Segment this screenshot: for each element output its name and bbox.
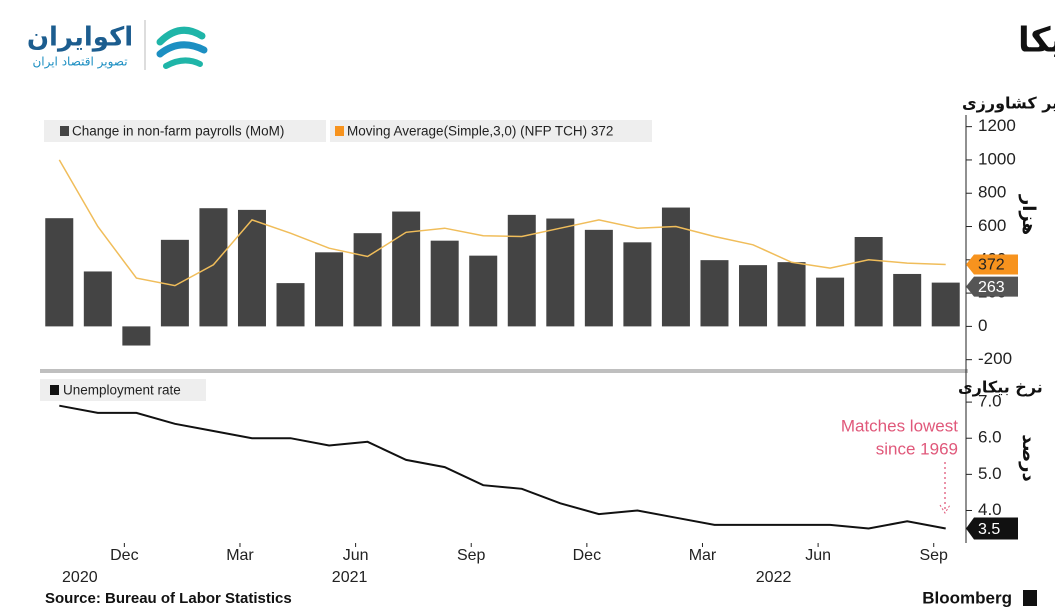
bar (430, 240, 459, 327)
legend-box (40, 379, 206, 401)
panel-divider (40, 369, 968, 373)
legend-label: Moving Average(Simple,3,0) (NFP TCH) 372 (347, 124, 613, 139)
bar (199, 208, 228, 327)
bar (584, 229, 613, 327)
bar (83, 271, 112, 327)
legend-swatch (60, 126, 69, 136)
legend-swatch (335, 126, 344, 136)
bar (353, 233, 382, 327)
bar (893, 273, 922, 327)
panel-title: نرخ بیکاری (958, 378, 1043, 397)
y-tick-label: 4.0 (978, 500, 1002, 519)
bar (507, 214, 536, 327)
bar (392, 211, 421, 327)
logo-swirl (156, 41, 208, 58)
bar (854, 237, 883, 327)
bar (816, 277, 845, 327)
value-tag-label: 3.5 (978, 521, 1000, 538)
logo-swirl (156, 26, 206, 46)
annotation: since 1969 (876, 439, 958, 458)
x-tick-label: Dec (110, 547, 138, 564)
y-axis-label: درصد (1018, 434, 1039, 481)
legend-label: Unemployment rate (63, 383, 181, 398)
legend-box (44, 120, 326, 142)
value-tag (966, 517, 1018, 540)
value-tag-label: 263 (978, 279, 1005, 296)
value-tag (966, 276, 1018, 297)
value-tag-label: 372 (978, 257, 1005, 274)
y-tick-label: 600 (978, 216, 1006, 235)
x-tick-label: Mar (226, 547, 254, 564)
y-tick-label: 1200 (978, 116, 1016, 135)
x-tick-label: Jun (343, 547, 369, 564)
logo-tagline: تصویر اقتصاد ایران (32, 55, 127, 70)
logo: اکوایران تصویر اقتصاد ایران (27, 18, 210, 74)
brand: Bloomberg (922, 588, 1012, 607)
brand-icon (1023, 590, 1037, 606)
y-tick-label: 7.0 (978, 392, 1002, 411)
bar (700, 260, 729, 327)
x-year-label: 2022 (756, 569, 792, 586)
value-tag (966, 254, 1018, 275)
logo-swirl (163, 57, 203, 69)
bar (122, 326, 151, 346)
x-tick-label: Sep (457, 547, 486, 564)
line (59, 404, 946, 530)
y-tick-label: 1000 (978, 149, 1016, 168)
x-tick-label: Sep (919, 547, 948, 564)
y-tick-label: 6.0 (978, 428, 1002, 447)
bar (315, 252, 344, 327)
annotation-arrowhead (939, 504, 951, 514)
x-tick-label: Dec (573, 547, 601, 564)
logo-name: اکوایران (27, 23, 133, 53)
line (58, 159, 946, 287)
x-year-label: 2021 (332, 569, 368, 586)
source: Source: Bureau of Labor Statistics (45, 590, 292, 607)
x-tick-label: Jun (805, 547, 831, 564)
bar (777, 262, 806, 327)
legend-box (330, 120, 652, 142)
bar (661, 207, 690, 327)
y-tick-label: 0 (978, 316, 987, 335)
page-title: عملکرد بهتر از انتظار بازار کار آمریکا (1018, 19, 1055, 61)
bar (739, 265, 768, 327)
bar (931, 282, 960, 327)
bar (45, 218, 74, 327)
x-tick-label: Mar (689, 547, 717, 564)
bar (469, 255, 498, 327)
bar (546, 218, 575, 327)
y-tick-label: -200 (978, 349, 1012, 368)
bar (237, 209, 266, 327)
y-axis-label: هزار (1018, 194, 1039, 235)
bar (276, 283, 305, 327)
legend-swatch (50, 385, 59, 395)
legend-label: Change in non-farm payrolls (MoM) (72, 124, 284, 139)
annotation: Matches lowest (841, 416, 958, 435)
x-year-label: 2020 (62, 569, 98, 586)
y-tick-label: 5.0 (978, 464, 1002, 483)
y-tick-label: 800 (978, 183, 1006, 202)
panel-title: میزان استخدام نیروی کار در بخش غیر کشاور… (962, 94, 1055, 113)
bar (623, 242, 652, 327)
